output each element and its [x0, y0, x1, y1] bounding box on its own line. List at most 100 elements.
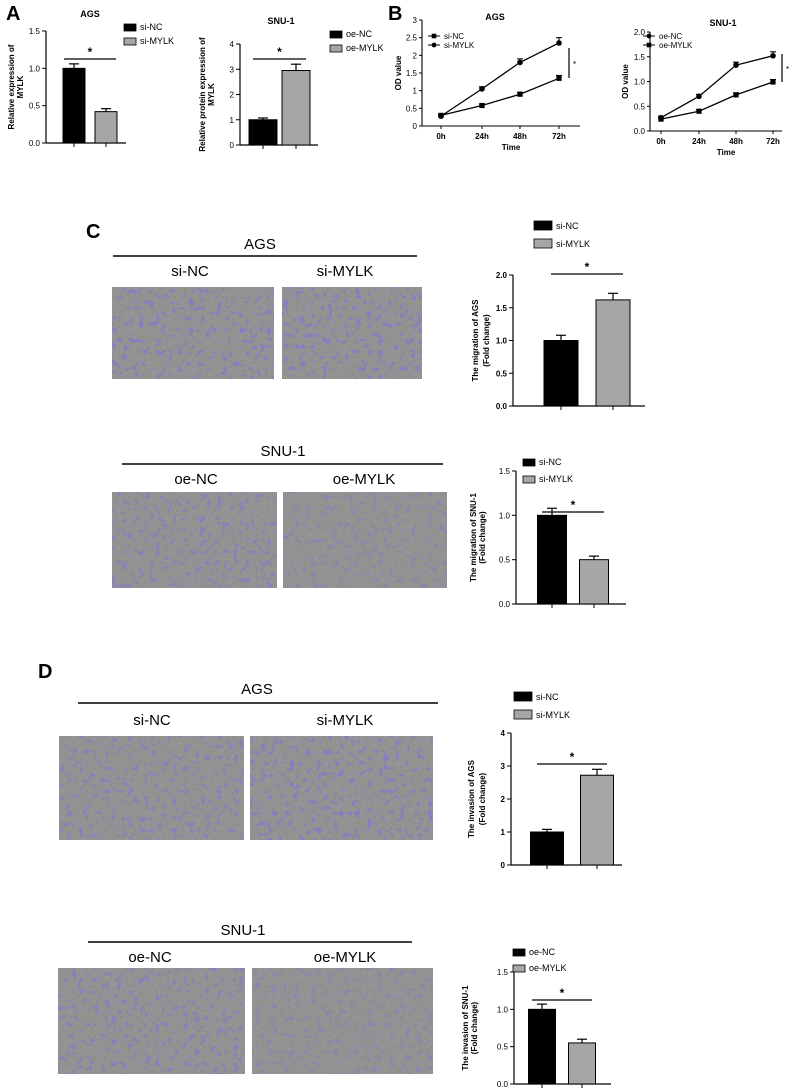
data-point [658, 116, 664, 122]
legend-label: si-MYLK [536, 710, 570, 720]
bar-si-nc [537, 514, 567, 605]
y-tick-label: 1.5 [499, 467, 511, 476]
y-tick-label: 0.5 [497, 1043, 509, 1052]
y-axis-label-line: The invasion of SNU-1 [461, 985, 470, 1070]
panel-label-c: C [86, 221, 100, 243]
legend-swatch [522, 458, 536, 467]
y-tick-label: 2 [230, 91, 235, 100]
chart-a2: 0 1 2 3 4 * SNU-1 Relative protein expression o… [198, 16, 384, 152]
y-axis-label-line: The migration of SNU-1 [469, 493, 478, 582]
legend-swatch [512, 948, 526, 957]
image-title: AGS [244, 236, 276, 253]
y-tick-label: 4 [501, 729, 506, 738]
legend-swatch [123, 37, 137, 46]
y-tick-label: 0.0 [634, 127, 646, 136]
y-tick-label: 1.5 [497, 968, 509, 977]
data-point [770, 79, 776, 85]
legend-marker [431, 33, 437, 39]
image-left-label: si-NC [171, 263, 209, 280]
legend-label: si-NC [539, 457, 562, 467]
bar-si-nc [62, 67, 86, 144]
y-tick-label: 0.5 [496, 369, 508, 378]
y-axis-label-line: MYLK [16, 75, 25, 98]
significance-star: * [570, 750, 575, 764]
y-axis-label-line: (Fold change) [478, 772, 487, 825]
x-tick-label: 24h [475, 132, 489, 141]
chart-title: SNU-1 [709, 18, 736, 28]
significance-star: * [88, 45, 93, 59]
micrograph-oe-mylk [252, 968, 433, 1074]
micrograph-si-mylk [282, 287, 422, 379]
series-oe-mylk: oe-MYLK [643, 41, 776, 122]
legend-label: oe-NC [659, 32, 682, 41]
micrograph-si-mylk [250, 736, 433, 840]
significance-star: * [786, 65, 789, 74]
x-tick-label: 72h [552, 132, 566, 141]
data-point [479, 102, 485, 109]
legend-label: oe-MYLK [346, 43, 384, 53]
bar-oe-mylk [568, 1042, 596, 1085]
legend-label: si-NC [556, 221, 579, 231]
series-oe-nc: oe-NC [643, 32, 776, 121]
y-axis-label: Relative protein expression ofMYLK [198, 37, 216, 152]
y-tick-label: 0 [230, 141, 235, 150]
y-tick-label: 2 [413, 51, 418, 60]
x-tick-label: 48h [513, 132, 527, 141]
chart-d1: 0 1 2 3 4 * The invasion of AGS (Fold change) si… [467, 691, 622, 870]
micrograph-oe-nc [58, 968, 245, 1074]
y-tick-label: 2.5 [406, 34, 418, 43]
legend-swatch [329, 44, 343, 53]
y-axis-label-line: (Fold change) [478, 511, 487, 564]
legend-label: si-MYLK [539, 474, 573, 484]
y-axis-label-line: MYLK [207, 83, 216, 106]
bar-oe-nc [528, 1008, 556, 1085]
image-left-label: oe-NC [174, 471, 218, 488]
image-right-label: si-MYLK [317, 263, 374, 280]
chart-c1: 0.0 0.5 1.0 1.5 2.0 * The migration of AGS (Fol… [471, 220, 645, 411]
legend-swatch [513, 691, 533, 702]
image-right-label: si-MYLK [317, 712, 374, 729]
y-axis-label-line: The invasion of AGS [467, 759, 476, 838]
y-axis-label-line: (Fold change) [482, 314, 491, 367]
data-point [517, 91, 523, 97]
x-tick-label: 72h [766, 137, 780, 146]
y-tick-label: 1 [413, 87, 418, 96]
legend-swatch [533, 220, 553, 231]
data-point [438, 113, 444, 119]
y-tick-label: 0.0 [497, 1080, 509, 1089]
legend-swatch [513, 709, 533, 720]
y-axis-label: OD value [621, 64, 630, 99]
y-tick-label: 1.5 [496, 304, 508, 313]
y-axis-label: Relative expression ofMYLK [7, 44, 25, 129]
y-tick-label: 1 [501, 828, 506, 837]
data-point [733, 62, 739, 68]
bar-oe-mylk [281, 70, 311, 146]
y-tick-label: 0.5 [634, 102, 646, 111]
y-tick-label: 1.0 [496, 337, 508, 346]
y-axis-label-line: (Fold change) [470, 1001, 479, 1054]
x-tick-label: 0h [436, 132, 445, 141]
significance-star: * [573, 60, 576, 69]
legend-label: si-MYLK [556, 239, 590, 249]
y-tick-label: 1.5 [406, 69, 418, 78]
micrograph-si-nc [112, 287, 274, 379]
legend-label: si-MYLK [140, 36, 174, 46]
bar-si-mylk [595, 299, 631, 407]
y-tick-label: 0.5 [499, 556, 511, 565]
micrograph-oe-nc [112, 492, 277, 588]
y-tick-label: 0.5 [406, 104, 418, 113]
y-tick-label: 1.0 [497, 1005, 509, 1014]
x-axis-label: Time [717, 148, 736, 157]
data-point [479, 86, 485, 92]
micrograph-block-d-snu1: SNU-1 oe-NC oe-MYLK [58, 922, 433, 1074]
legend-swatch [533, 238, 553, 249]
y-tick-label: 0.0 [29, 139, 41, 148]
y-axis-label: The migration of AGS (Fold change) [471, 299, 491, 382]
data-point [556, 40, 562, 46]
y-tick-label: 0 [501, 861, 506, 870]
chart-d2: 0.0 0.5 1.0 1.5 * The invasion of SNU-1(Fold … [461, 947, 611, 1089]
significance-star: * [560, 986, 565, 1000]
bar-si-nc [543, 340, 579, 407]
image-title: SNU-1 [220, 922, 265, 939]
micrograph-block-c-snu1: SNU-1 oe-NC oe-MYLK [112, 443, 447, 588]
